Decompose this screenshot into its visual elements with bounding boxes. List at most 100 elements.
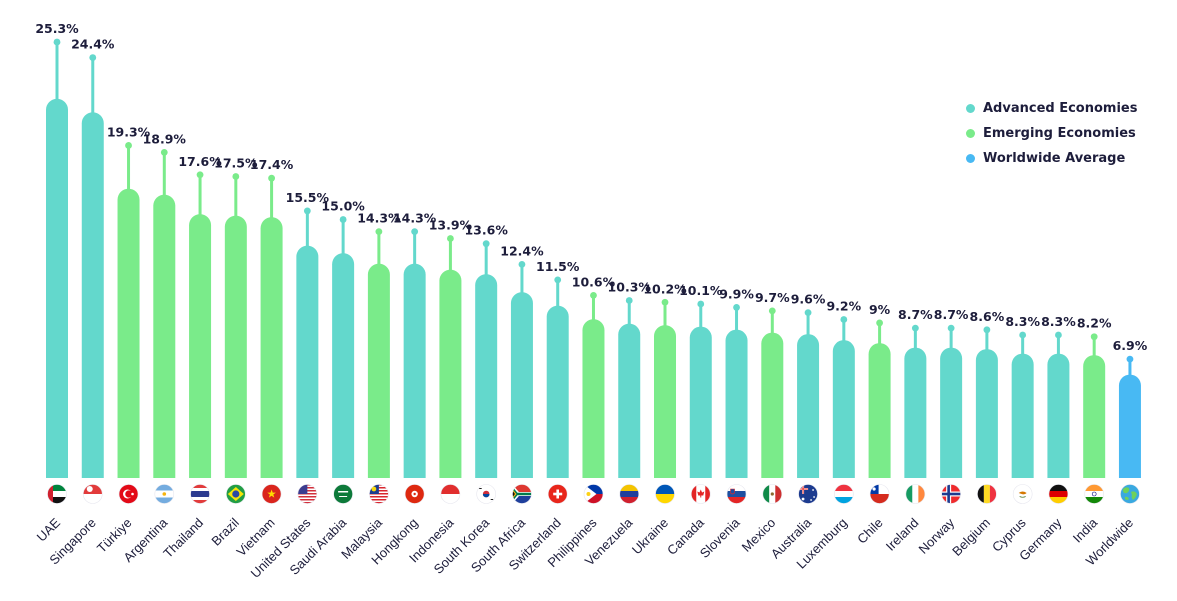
value-label-cyprus: 8.3% xyxy=(1005,314,1040,329)
stem-dot-brazil xyxy=(232,173,240,180)
value-label-brazil: 17.5% xyxy=(214,155,258,170)
stem-dot-ireland xyxy=(911,324,919,332)
category-label-india: India xyxy=(1070,514,1101,545)
value-label-venezuela: 10.3% xyxy=(608,280,652,295)
stem-dot-mexico xyxy=(768,307,776,315)
value-label-luxemburg: 9.2% xyxy=(826,298,861,313)
stem-dot-south-africa xyxy=(518,260,526,268)
bar-uae xyxy=(46,98,68,478)
thailand-flag-icon xyxy=(190,484,210,504)
mexico-flag-icon xyxy=(762,484,783,504)
south-korea-flag-icon xyxy=(476,484,496,504)
legend-swatch-advanced xyxy=(966,104,975,113)
bar-saudi-arabia xyxy=(332,253,355,478)
stem-dot-belgium xyxy=(983,326,991,334)
value-label-turkiye: 19.3% xyxy=(107,124,151,139)
value-label-ukraine: 10.2% xyxy=(643,281,687,296)
stem-dot-venezuela xyxy=(625,297,633,304)
chile-flag-icon xyxy=(869,484,890,504)
legend-swatch-emerging xyxy=(966,129,975,138)
bar-brazil xyxy=(224,215,247,478)
switzerland-flag-icon xyxy=(547,484,568,504)
value-label-australia: 9.6% xyxy=(791,292,826,307)
stem-dot-argentina xyxy=(160,148,168,156)
stem-dot-uae xyxy=(53,38,61,46)
belgium-flag-icon xyxy=(977,484,997,504)
stem-dot-malaysia xyxy=(375,228,383,236)
stem-dot-cyprus xyxy=(1019,331,1027,339)
bar-canada xyxy=(689,326,712,478)
globe-icon xyxy=(1120,484,1140,504)
stem-dot-germany xyxy=(1055,331,1062,339)
uae-flag-icon xyxy=(47,484,67,504)
legend-label-emerging: Emerging Economies xyxy=(983,126,1136,141)
value-label-norway: 8.7% xyxy=(934,307,969,322)
value-label-hongkong: 14.3% xyxy=(393,211,437,226)
hongkong-flag-icon xyxy=(404,484,425,504)
australia-flag-icon xyxy=(798,484,818,504)
stem-dot-singapore xyxy=(89,54,97,61)
stem-dot-united-states xyxy=(303,207,311,215)
legend-label-worldwide: Worldwide Average xyxy=(983,151,1126,166)
stem-dot-indonesia xyxy=(447,235,454,242)
value-label-vietnam: 17.4% xyxy=(250,157,294,172)
value-label-singapore: 24.4% xyxy=(71,37,115,52)
bar-norway xyxy=(940,347,963,478)
value-label-malaysia: 14.3% xyxy=(357,211,401,226)
cyprus-flag-icon xyxy=(1012,484,1033,504)
category-label-ukraine: Ukraine xyxy=(629,515,671,557)
stem-dot-ukraine xyxy=(661,298,669,306)
stem-dot-chile xyxy=(876,319,883,327)
bar-argentina xyxy=(153,194,176,478)
stem-dot-hongkong xyxy=(411,228,419,236)
value-label-uae: 25.3% xyxy=(35,21,79,36)
value-label-argentina: 18.9% xyxy=(143,131,187,146)
bar-ireland xyxy=(904,347,927,478)
value-label-chile: 9% xyxy=(869,302,891,317)
bar-turkiye xyxy=(117,188,140,478)
bar-australia xyxy=(797,334,820,478)
value-label-thailand: 17.6% xyxy=(178,154,222,169)
value-label-canada: 10.1% xyxy=(679,283,723,298)
value-label-indonesia: 13.9% xyxy=(429,218,473,233)
value-label-philippines: 10.6% xyxy=(572,274,616,289)
slovenia-flag-icon xyxy=(726,484,747,504)
category-label-belgium: Belgium xyxy=(949,515,993,559)
category-label-uae: UAE xyxy=(34,515,64,545)
stem-dot-vietnam xyxy=(268,174,275,182)
bar-united-states xyxy=(296,245,319,478)
value-label-india: 8.2% xyxy=(1077,316,1112,331)
philippines-flag-icon xyxy=(583,484,604,504)
luxemburg-flag-icon xyxy=(834,484,854,504)
stem-dot-australia xyxy=(804,309,812,316)
legend-swatch-worldwide xyxy=(966,154,975,163)
singapore-flag-icon xyxy=(82,484,103,504)
stem-dot-switzerland xyxy=(554,276,562,284)
stem-dot-south-korea xyxy=(482,240,490,248)
venezuela-flag-icon xyxy=(619,484,640,504)
south-africa-flag-icon xyxy=(512,484,532,504)
bar-chile xyxy=(868,343,891,478)
norway-flag-icon xyxy=(941,484,961,504)
bar-mexico xyxy=(761,332,784,478)
bar-philippines xyxy=(582,319,605,478)
value-label-saudi-arabia: 15.0% xyxy=(321,199,365,214)
bar-slovenia xyxy=(725,329,748,478)
bar-ukraine xyxy=(654,325,677,478)
stem-dot-slovenia xyxy=(733,304,740,311)
stem-dot-canada xyxy=(697,300,705,308)
bar-india xyxy=(1083,355,1106,478)
bar-south-korea xyxy=(475,274,498,478)
category-label-thailand: Thailand xyxy=(160,515,206,561)
germany-flag-icon xyxy=(1048,484,1069,504)
legend-item-worldwide: Worldwide Average xyxy=(966,146,1166,171)
legend-item-advanced: Advanced Economies xyxy=(966,96,1166,121)
argentina-flag-icon xyxy=(154,484,175,504)
saudi-arabia-flag-icon xyxy=(333,484,353,504)
bar-thailand xyxy=(189,214,212,478)
bar-south-africa xyxy=(510,292,533,478)
ireland-flag-icon xyxy=(905,484,926,504)
legend-item-emerging: Emerging Economies xyxy=(966,121,1166,146)
stem-dot-worldwide xyxy=(1126,355,1134,363)
stem-dot-norway xyxy=(947,324,955,332)
